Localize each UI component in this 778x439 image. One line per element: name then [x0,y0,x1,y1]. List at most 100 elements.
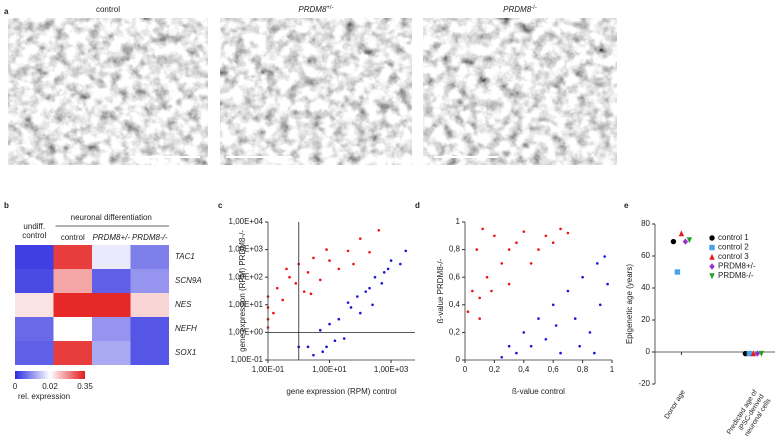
data-point [529,344,533,348]
data-point [603,255,606,258]
data-point [674,269,681,275]
data-point [337,267,341,271]
data-point [294,282,298,285]
y-tick-label: -20 [638,379,650,388]
legend-marker [709,235,715,241]
data-point [554,324,558,327]
data-point [682,238,689,245]
image-title-superscript: -/- [531,5,537,11]
data-point [478,317,482,320]
heatmap-cell [53,293,92,317]
image-title-text: control [96,5,120,14]
data-point [318,278,322,282]
row-label: NEFH [175,324,197,333]
legend-marker [709,253,715,260]
data-point [275,286,279,290]
row-label: NES [175,300,192,309]
data-point [346,249,350,253]
x-axis-label: gene expression (RPM) control [286,387,396,396]
data-point [493,234,496,238]
data-point [325,345,328,349]
data-point [593,351,596,355]
data-point [471,289,474,293]
data-point [478,296,482,300]
image-title-text: PRDM8 [503,5,532,14]
data-point [686,237,693,244]
column-label: control [61,233,85,242]
y-tick-label: 1,00E+01 [229,300,264,309]
legend-marker [709,244,715,251]
heatmap-cell [15,269,54,293]
heatmap-cell [130,341,169,365]
data-point [581,275,584,279]
data-point [750,350,757,357]
data-point [285,267,288,271]
data-point [485,275,489,279]
data-point [500,262,504,265]
x-axis-label: ß-value control [512,387,565,396]
data-point [302,290,306,293]
heatmap-cell [130,293,169,317]
data-point [309,292,313,296]
y-axis-label: gene expression (RPM) PRDM8-/- [238,230,247,352]
y-tick-label: 1,00E+00 [229,328,264,337]
x-tick-label: 1 [610,365,615,374]
y-tick-label: 0 [456,355,461,364]
image-title-text: PRDM8 [298,5,327,14]
panel-label: e [624,201,629,210]
data-point [382,271,386,274]
heatmap-cell [92,293,131,317]
y-tick-label: 60 [641,251,650,260]
data-point [490,289,493,293]
data-point [588,331,592,334]
data-point [358,311,362,315]
data-point [522,230,526,233]
panel-label: b [4,201,9,210]
legend-label: control 3 [718,252,749,261]
y-tick-label: 40 [641,283,650,292]
data-point [364,290,368,293]
heatmap-cell [53,317,92,341]
heatmap-cell [130,269,169,293]
y-tick-label: 1,00E-01 [231,355,264,364]
legend-marker [709,263,715,270]
y-tick-label: 0,6 [449,272,461,281]
y-tick-label: 0,2 [449,328,461,337]
data-point [515,241,518,244]
data-point [670,238,677,245]
data-point [342,337,346,340]
column-label: PRDM8+/- [92,233,130,242]
legend-label: control 1 [718,233,749,242]
colorbar-tick-label: 0 [13,382,18,391]
data-point [507,282,511,286]
y-tick-label: 1,00E+04 [229,217,264,226]
data-point [596,262,599,265]
panel-label: d [415,201,420,210]
data-point [312,256,315,260]
heatmap-cell [53,269,92,293]
y-tick-label: 1,00E+02 [229,272,264,281]
data-point [522,331,526,334]
data-point [758,350,765,357]
micrograph [423,18,617,165]
image-title: PRDM8-/- [503,5,537,15]
panel-label: c [218,201,223,210]
heatmap-cell [53,245,92,269]
legend-label: PRDM8+/- [718,262,756,271]
x-tick-label: 0,4 [518,365,530,374]
data-point [325,248,328,251]
data-point [380,282,384,285]
data-point [306,271,310,274]
data-point [578,344,581,348]
column-label: PRDM8-/- [132,233,168,242]
data-point [559,351,562,355]
data-point [389,259,393,262]
data-point [500,355,504,359]
data-point [328,259,331,262]
x-tick-label: 1,00E+03 [374,365,409,374]
heatmap-cell [92,245,131,269]
x-tick-label: 0 [463,365,468,374]
data-point [272,311,275,315]
